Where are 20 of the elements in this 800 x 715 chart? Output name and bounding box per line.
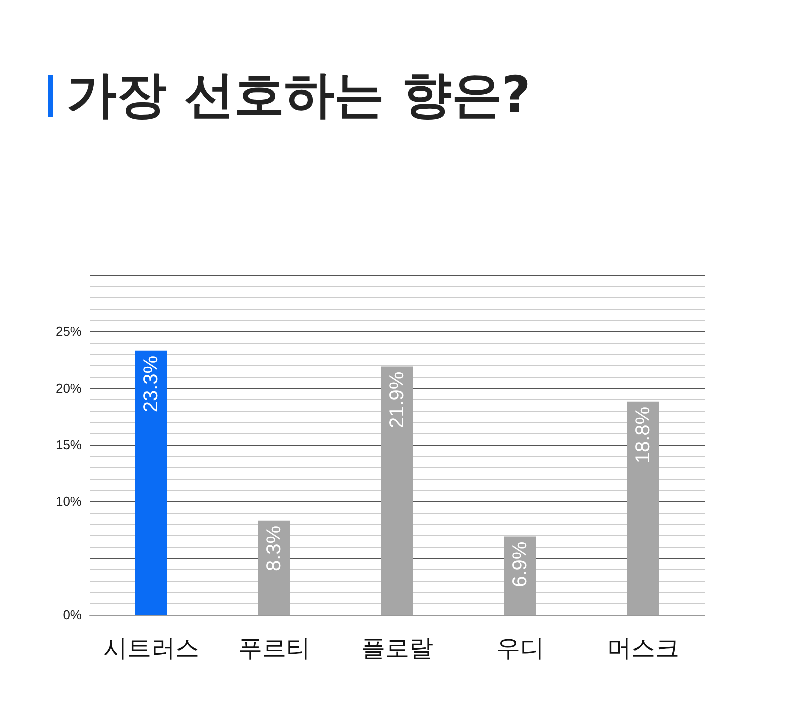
y-tick-label: 0%	[63, 608, 82, 622]
x-tick-label: 우디	[496, 636, 544, 662]
x-tick-label: 시트러스	[104, 636, 200, 662]
y-tick-label: 25%	[56, 324, 82, 340]
y-tick-label: 20%	[56, 380, 82, 396]
y-tick-label: 15%	[56, 438, 82, 452]
data-label: 18.8%	[632, 406, 654, 464]
chart-title: 가장 선호하는 향은?	[67, 65, 531, 126]
bar	[628, 402, 660, 615]
data-label: 6.9%	[510, 542, 532, 588]
data-label: 8.3%	[264, 526, 286, 572]
bar	[382, 366, 414, 615]
data-label: 21.9%	[386, 372, 408, 429]
data-label: 23.3%	[140, 356, 162, 413]
x-tick-label: 푸르티	[238, 636, 310, 662]
x-tick-label: 플로랄	[362, 636, 434, 662]
bar	[136, 350, 168, 615]
y-tick-label: 10%	[56, 494, 82, 510]
bar	[258, 520, 290, 615]
x-tick-label: 머스크	[608, 636, 680, 662]
